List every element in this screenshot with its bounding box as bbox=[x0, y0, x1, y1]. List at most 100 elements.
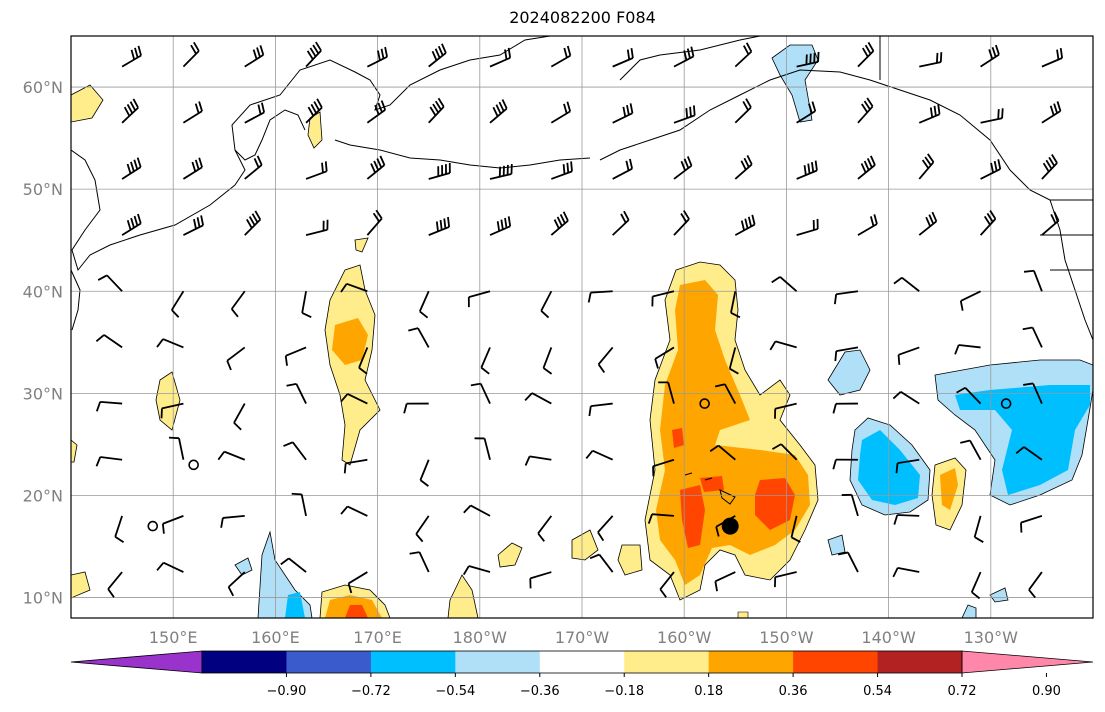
wind-barb bbox=[156, 561, 184, 573]
wind-barb bbox=[489, 164, 513, 180]
wind-barb bbox=[857, 97, 874, 124]
wind-barb bbox=[550, 211, 569, 236]
wind-barb bbox=[970, 571, 982, 600]
wind-barb bbox=[774, 571, 797, 588]
wind-barb bbox=[960, 439, 982, 461]
colorbar-tick-label: −0.90 bbox=[267, 684, 307, 699]
wind-barb bbox=[340, 393, 368, 405]
contour-positive-east-mid bbox=[940, 468, 958, 510]
wind-barb bbox=[771, 276, 798, 292]
wind-barb bbox=[529, 571, 552, 589]
wind-barb bbox=[305, 98, 323, 124]
wind-barb bbox=[980, 159, 1002, 180]
wind-barb bbox=[893, 514, 920, 525]
coastlines bbox=[71, 36, 1093, 505]
wind-barb bbox=[489, 99, 508, 124]
lat-tick-label: 10°N bbox=[23, 589, 63, 608]
colorbar-segment bbox=[624, 651, 710, 673]
wind-barb bbox=[1041, 101, 1062, 124]
wind-barb bbox=[347, 571, 368, 594]
colorbar-extend-low bbox=[70, 650, 203, 674]
wind-barb bbox=[897, 346, 920, 365]
wind-barb bbox=[734, 42, 753, 68]
wind-barb bbox=[284, 346, 307, 366]
wind-barb bbox=[418, 290, 430, 319]
coastline-japan bbox=[71, 269, 81, 331]
wind-barb bbox=[1020, 515, 1043, 533]
wind-barb bbox=[489, 216, 512, 236]
contour-negative-blob bbox=[827, 349, 871, 396]
wind-barb bbox=[301, 291, 312, 318]
lon-tick-label: 160°E bbox=[251, 628, 300, 647]
contour-negative-small-2 bbox=[827, 534, 846, 556]
coastline-kamchatka bbox=[234, 109, 306, 161]
wind-barb bbox=[612, 103, 634, 124]
wind-barb bbox=[244, 210, 262, 236]
wind-barb bbox=[796, 160, 818, 180]
wind-barb bbox=[734, 98, 752, 124]
colorbar-tick-label: 0.72 bbox=[948, 684, 977, 699]
coastline-alaska-north bbox=[619, 36, 761, 81]
wind-barb bbox=[892, 391, 920, 405]
coastline-alaska bbox=[599, 69, 1093, 341]
wind-barb bbox=[587, 290, 613, 303]
colorbar-tick-label: −0.36 bbox=[520, 684, 560, 699]
marker-filled-circle bbox=[721, 517, 739, 535]
contour-positive-sw-corner bbox=[71, 571, 91, 599]
wind-barb bbox=[959, 290, 981, 311]
wind-barb bbox=[168, 436, 185, 460]
colorbar-segment bbox=[202, 651, 287, 673]
wind-barb bbox=[107, 571, 123, 598]
colorbar-tick-label: −0.72 bbox=[351, 684, 391, 699]
wind-barb bbox=[428, 97, 445, 124]
wind-barb bbox=[796, 51, 820, 68]
wind-barb bbox=[918, 211, 938, 236]
wind-barb bbox=[918, 153, 935, 180]
wind-barb bbox=[474, 437, 491, 460]
wind-barb bbox=[771, 443, 798, 461]
lon-tick-labels: 150°E 160°E 170°E 180°W 170°W 160°W 150°W 140°W… bbox=[149, 628, 1018, 647]
wind-barb bbox=[673, 210, 690, 236]
wind-barb bbox=[121, 213, 142, 236]
wind-barb bbox=[121, 98, 139, 124]
wind-barbs bbox=[95, 41, 1064, 600]
wind-barb bbox=[161, 515, 184, 534]
colorbar: −0.90 −0.72 −0.54 −0.36 −0.18 0.18 0.36 0.54 0.7… bbox=[70, 650, 1094, 699]
wind-barb bbox=[540, 290, 553, 319]
lat-tick-label: 50°N bbox=[23, 180, 63, 199]
wind-barb bbox=[358, 347, 369, 375]
wind-barb bbox=[714, 571, 736, 592]
wind-barb bbox=[895, 458, 920, 474]
wind-barb bbox=[463, 504, 491, 517]
wind-barb bbox=[834, 346, 859, 362]
wind-barb bbox=[366, 209, 383, 236]
wind-barb bbox=[467, 290, 491, 308]
contour-negative-mid-east-core bbox=[858, 430, 920, 505]
colorbar-segment bbox=[286, 651, 372, 673]
wind-barb bbox=[403, 402, 429, 414]
wind-barb bbox=[366, 155, 386, 180]
wind-barb bbox=[838, 551, 859, 573]
wind-barb bbox=[714, 383, 737, 405]
lon-tick-label: 170°W bbox=[555, 628, 610, 647]
wind-barb bbox=[183, 215, 204, 236]
wind-barb bbox=[550, 45, 572, 68]
wind-barb bbox=[366, 46, 388, 68]
marker-open-circle bbox=[147, 520, 159, 532]
colorbar-tick-label: −0.54 bbox=[435, 684, 475, 699]
wind-barb bbox=[537, 515, 553, 542]
wind-barb bbox=[833, 290, 859, 305]
wind-barb bbox=[728, 347, 739, 375]
colorbar-segment bbox=[793, 651, 879, 673]
wind-barb bbox=[305, 219, 329, 236]
wind-barb bbox=[979, 209, 997, 236]
wind-barb bbox=[217, 450, 246, 461]
wind-barb bbox=[589, 553, 614, 573]
wind-barb bbox=[954, 344, 981, 355]
contour-negative-east-core bbox=[955, 385, 1090, 495]
wind-barb bbox=[1022, 326, 1043, 348]
wind-barb bbox=[121, 157, 142, 180]
wind-barb bbox=[415, 515, 430, 543]
wind-barb bbox=[796, 101, 817, 124]
wind-barb bbox=[542, 347, 553, 375]
